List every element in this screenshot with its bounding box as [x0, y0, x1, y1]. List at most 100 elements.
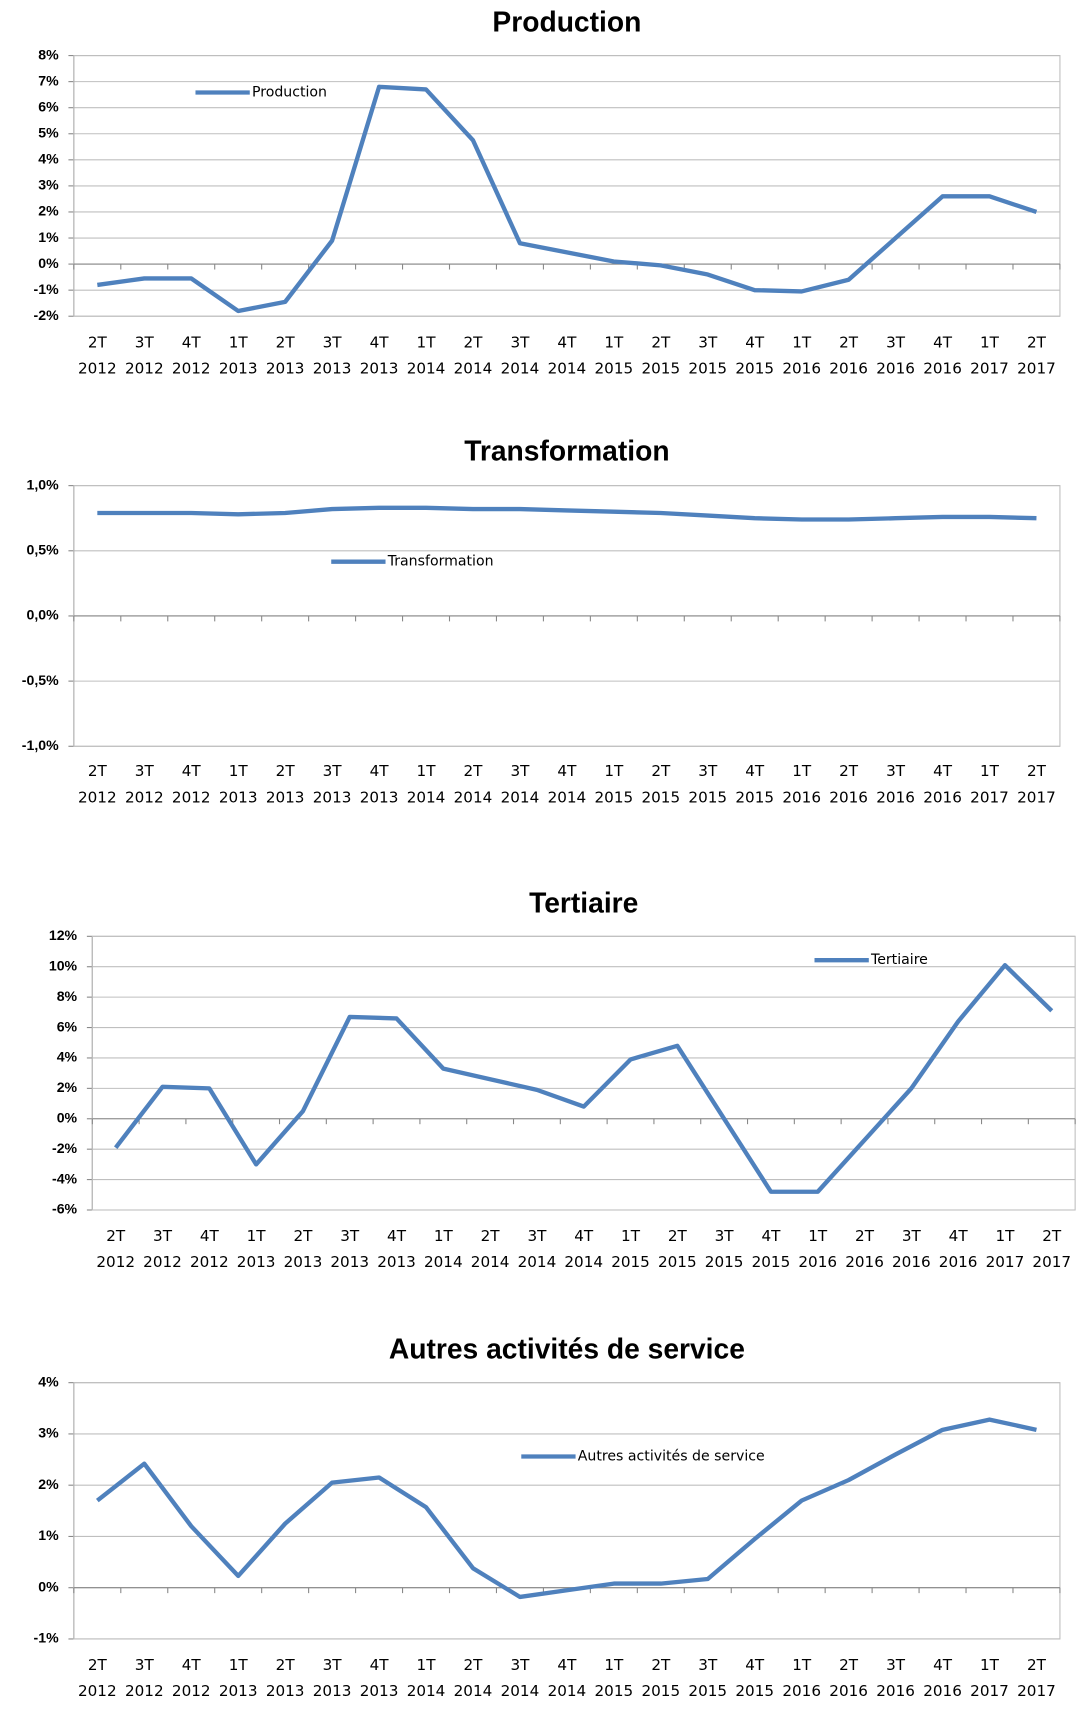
x-tick-label-line: 2T	[88, 762, 108, 780]
plot-frame	[91, 935, 1076, 1211]
x-tick-label-line: 2015	[688, 1682, 727, 1700]
x-tick-label-line: 2012	[172, 359, 211, 377]
x-tick-label-line: 2016	[782, 788, 821, 806]
x-tick-label: 3T 2013	[330, 1227, 369, 1271]
x-tick-label-line: 2015	[595, 359, 634, 377]
x-tick-label-line: 2012	[190, 1253, 229, 1271]
x-tick-label-line: 2016	[876, 359, 915, 377]
x-tick-label-line: 2016	[798, 1253, 837, 1271]
x-tick-label-line: 2014	[454, 1682, 493, 1700]
x-tick-label: 1T 2013	[219, 1656, 258, 1700]
x-tick-label-line: 1T	[980, 1656, 1000, 1674]
x-tick-label-line: 2013	[266, 1682, 305, 1700]
y-tick-label: 0%	[57, 1110, 78, 1126]
y-tick-label: 0,5%	[26, 542, 59, 558]
x-tick-label-line: 4T	[370, 1656, 390, 1674]
x-tick-label-line: 4T	[387, 1227, 407, 1245]
x-tick-label-line: 2017	[1017, 359, 1056, 377]
x-tick-label-line: 1T	[792, 762, 812, 780]
x-tick-label: 1T 2015	[611, 1227, 650, 1271]
x-tick-label-line: 2017	[986, 1253, 1025, 1271]
x-tick-label: 3T 2015	[705, 1227, 744, 1271]
x-tick-label: 1T 2014	[407, 333, 446, 377]
x-tick-label-line: 3T	[715, 1227, 735, 1245]
x-tick-label-line: 1T	[229, 333, 249, 351]
x-tick-label: 4T 2013	[360, 333, 399, 377]
x-tick-label-line: 2015	[688, 359, 727, 377]
x-tick-label-line: 2T	[276, 1656, 296, 1674]
x-tick-label-line: 2T	[1027, 762, 1047, 780]
x-tick-label-line: 1T	[417, 1656, 437, 1674]
y-tick-label: 6%	[38, 98, 59, 114]
x-tick-label-line: 2T	[276, 333, 296, 351]
x-tick-label-line: 2013	[360, 788, 399, 806]
x-tick-label-line: 3T	[698, 333, 718, 351]
y-tick-label: 8%	[38, 46, 59, 62]
x-tick-label-line: 2016	[923, 359, 962, 377]
legend-label: Tertiaire	[870, 952, 928, 968]
x-tick-label-line: 2017	[1017, 1682, 1056, 1700]
x-tick-label-line: 3T	[886, 1656, 906, 1674]
y-tick-label: -1,0%	[22, 737, 59, 753]
x-tick-label: 1T 2013	[219, 333, 258, 377]
chart-title: Tertiaire	[529, 886, 638, 918]
x-tick-label-line: 2014	[564, 1253, 603, 1271]
x-tick-label: 1T 2015	[595, 762, 634, 806]
x-tick-label-line: 2T	[481, 1227, 501, 1245]
x-tick-label: 4T 2012	[172, 1656, 211, 1700]
x-tick-label-line: 2T	[651, 1656, 671, 1674]
y-tick-label: -2%	[52, 1140, 78, 1156]
y-tick-label: 0%	[38, 1578, 59, 1594]
x-tick-label-line: 2014	[518, 1253, 557, 1271]
x-tick-label-line: 2014	[407, 788, 446, 806]
x-tick-label-line: 2T	[88, 1656, 108, 1674]
x-tick-label-line: 2017	[1017, 788, 1056, 806]
x-tick-label-line: 3T	[323, 1656, 343, 1674]
x-tick-label: 3T 2012	[143, 1227, 182, 1271]
x-tick-label-line: 4T	[933, 1656, 953, 1674]
x-tick-label-line: 2013	[313, 1682, 352, 1700]
x-tick-label: 4T 2015	[752, 1227, 791, 1271]
x-tick-label-line: 1T	[434, 1227, 454, 1245]
x-tick-label: 2T 2016	[829, 333, 868, 377]
x-tick-label: 1T 2017	[986, 1227, 1025, 1271]
x-tick-label-line: 2013	[313, 359, 352, 377]
x-tick-label: 3T 2012	[125, 762, 164, 806]
x-tick-label-line: 1T	[621, 1227, 641, 1245]
x-tick-label-line: 2014	[407, 1682, 446, 1700]
x-tick-label-line: 1T	[808, 1227, 828, 1245]
y-tick-label: -1%	[34, 1630, 60, 1646]
x-tick-label: 1T 2016	[782, 1656, 821, 1700]
x-tick-label-line: 2014	[501, 359, 540, 377]
x-tick-label: 3T 2016	[876, 1656, 915, 1700]
x-tick-label-line: 2013	[360, 359, 399, 377]
series-line	[97, 505, 1037, 522]
x-tick-label: 3T 2016	[876, 762, 915, 806]
x-tick-label-line: 2015	[611, 1253, 650, 1271]
x-tick-label-line: 4T	[949, 1227, 969, 1245]
x-tick-label-line: 1T	[417, 762, 437, 780]
x-tick-label-line: 2015	[595, 1682, 634, 1700]
x-tick-label: 4T 2014	[548, 762, 587, 806]
x-tick-label-line: 2T	[1042, 1227, 1062, 1245]
x-tick-label: 4T 2012	[190, 1227, 229, 1271]
x-tick-label: 3T 2016	[876, 333, 915, 377]
x-tick-label: 4T 2014	[548, 1656, 587, 1700]
x-tick-label-line: 2017	[970, 359, 1009, 377]
x-tick-label-line: 3T	[153, 1227, 173, 1245]
x-tick-label: 1T 2017	[970, 1656, 1009, 1700]
x-tick-label-line: 2012	[172, 788, 211, 806]
x-tick-label-line: 2T	[276, 762, 296, 780]
x-tick-label-line: 2016	[829, 788, 868, 806]
series-line	[97, 84, 1038, 314]
x-tick-label: 3T 2013	[313, 762, 352, 806]
x-tick-label: 2T 2015	[658, 1227, 697, 1271]
x-tick-label-line: 2017	[970, 1682, 1009, 1700]
x-tick-label-line: 2T	[651, 333, 671, 351]
x-tick-label: 4T 2016	[923, 1656, 962, 1700]
x-tick-label-line: 3T	[135, 333, 155, 351]
x-tick-label-line: 3T	[698, 762, 718, 780]
x-tick-label-line: 2016	[829, 359, 868, 377]
legend-label: Autres activités de service	[578, 1449, 765, 1465]
x-tick-label: 3T 2015	[688, 1656, 727, 1700]
